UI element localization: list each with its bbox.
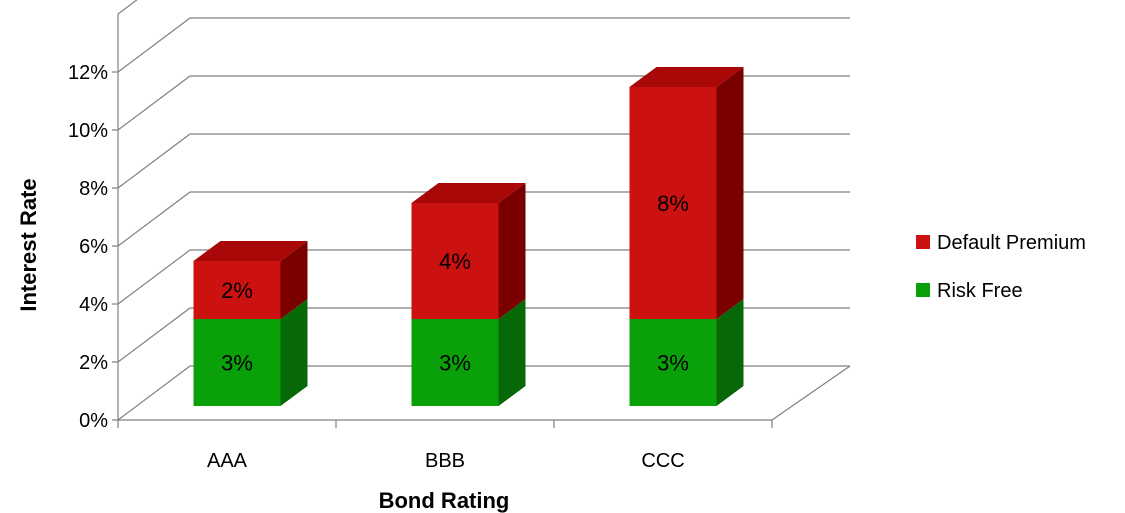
bar-segment-top [629,67,744,87]
y-tick-label: 2% [79,352,108,374]
data-label: 3% [439,351,471,376]
y-tick-label: 10% [68,120,108,142]
bar-segment-side [280,241,308,319]
gridline-depth [117,75,191,131]
legend-swatch-risk-free [916,283,930,297]
data-label: 8% [657,191,689,216]
data-label: 2% [221,278,253,303]
gridline-depth [117,249,191,305]
legend-item-risk-free: Risk Free [916,280,1023,302]
gridline-depth [117,365,191,421]
gridline-depth [117,17,191,73]
legend-label-default-premium: Default Premium [937,232,1086,254]
bar-segment [193,319,281,406]
bar-segment-side [716,299,744,406]
data-label: 3% [657,351,689,376]
data-label: 3% [221,351,253,376]
x-tick-label: CCC [641,450,684,472]
bar-segment [193,261,281,319]
bar-segment-side [498,299,526,406]
y-tick-label: 4% [79,294,108,316]
bar-segment [411,203,499,319]
x-tick-label: BBB [425,450,465,472]
bar-segment-side [498,183,526,319]
y-tick-label: 8% [79,178,108,200]
data-labels: 3% 2% 3% 4% 3% 8% [221,191,689,376]
axes: 0% 2% 4% 6% 8% 10% 12% AAA BBB CCC [68,14,851,472]
gridline-depth [117,191,191,247]
legend-swatch-default-premium [916,235,930,249]
gridline-depth [117,307,191,363]
y-tick-label: 6% [79,236,108,258]
bar-segment [411,319,499,406]
floor-edge [771,365,851,421]
legend-label-risk-free: Risk Free [937,280,1023,302]
y-tick-label: 12% [68,62,108,84]
bar-segment-side [280,299,308,406]
bar-segment-top [411,183,526,203]
legend-item-default-premium: Default Premium [916,232,1086,254]
legend: Default Premium Risk Free [916,232,1086,302]
bars [193,67,744,406]
y-tick-label: 0% [79,410,108,432]
x-axis-title: Bond Rating [379,488,510,513]
bar-segment [629,87,717,319]
bar-segment-side [716,67,744,319]
gridline-depth [117,133,191,189]
bar-segment-top [193,241,308,261]
y-axis-title: Interest Rate [16,178,41,311]
data-label: 4% [439,249,471,274]
bar-segment [629,319,717,406]
gridline-depth [117,0,138,15]
x-tick-label: AAA [207,450,248,472]
